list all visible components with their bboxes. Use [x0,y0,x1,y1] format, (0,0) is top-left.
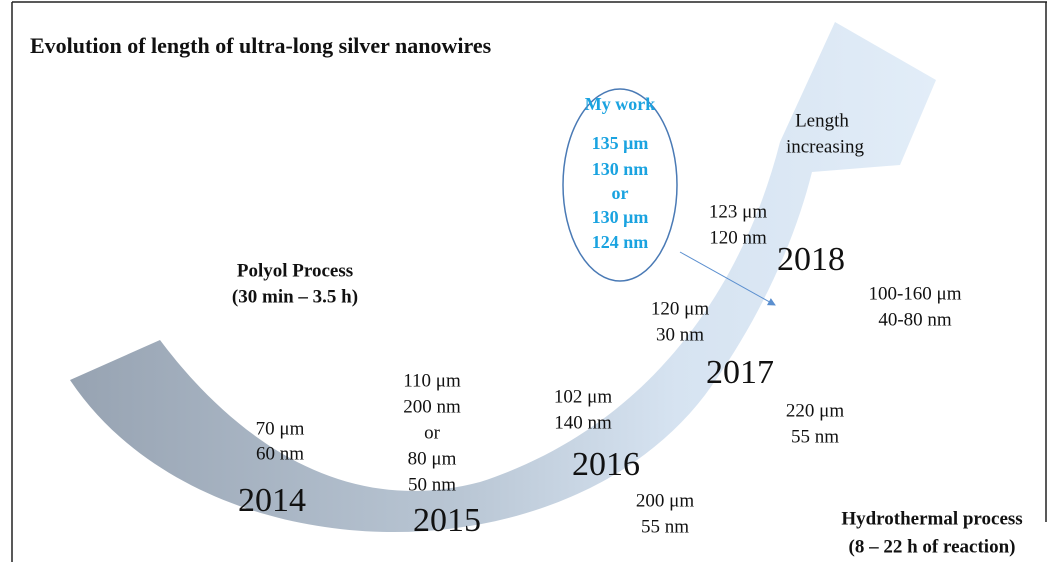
annotation: 80 μm [408,448,457,469]
year: 2015 [413,502,481,539]
process-label: Polyol Process [237,260,353,281]
annotation: 102 μm [554,386,612,407]
annotation: 70 μm [256,418,305,439]
annotation: 200 nm [403,396,461,417]
annotation: 55 nm [791,426,839,447]
annotation: 220 μm [786,400,844,421]
annotation: 120 nm [709,227,767,248]
annotation: 55 nm [641,516,689,537]
my-work-label: 130 nm [592,159,649,179]
process-label: Hydrothermal process [841,508,1022,529]
my-work-label: 130 μm [592,207,649,227]
annotation: 140 nm [554,412,612,433]
annotation: or [424,422,441,443]
my-work-label: 124 nm [592,232,649,252]
pointer-arrow [679,251,776,306]
annotation: 110 μm [403,370,461,391]
process-label: (8 – 22 h of reaction) [849,536,1016,557]
annotation: 123 μm [709,201,767,222]
title: Evolution of length of ultra-long silver… [30,33,492,58]
year: 2016 [572,446,640,483]
annotation: 60 nm [256,443,304,464]
my-work-ellipse [562,88,678,282]
year: 2017 [706,354,774,391]
annotation: 40-80 nm [878,309,952,330]
arrow-label: increasing [786,136,865,157]
annotation: 200 μm [636,490,694,511]
annotation: 100-160 μm [868,283,961,304]
my-work-label: or [612,183,629,203]
my-work-label: My work [585,94,656,114]
process-label: (30 min – 3.5 h) [232,286,358,307]
year: 2018 [777,241,845,278]
year: 2014 [238,482,306,519]
timeline-arrow [70,22,936,533]
arrow-label: Length [795,110,849,131]
annotation: 120 μm [651,298,709,319]
annotation: 30 nm [656,324,704,345]
annotation: 50 nm [408,474,456,495]
my-work-label: 135 μm [592,133,649,153]
